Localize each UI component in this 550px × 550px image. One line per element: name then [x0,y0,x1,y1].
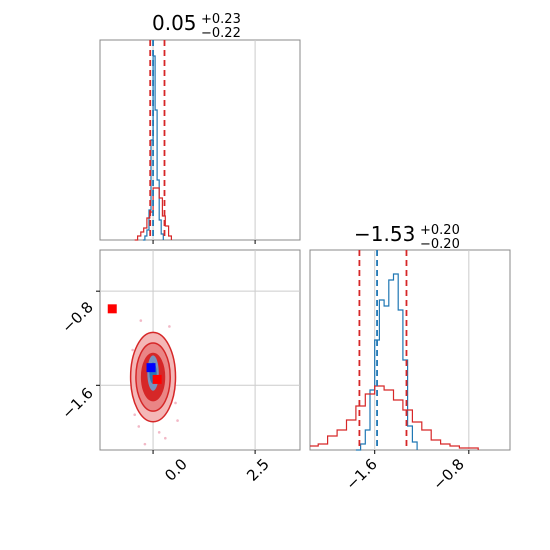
p1-x-tick-labels: 0.0 2.5 [161,455,273,485]
scatter-point-4 [174,401,177,405]
scatter-point-7 [133,413,136,417]
scatter-point-0 [137,425,141,428]
title-p1-lower: −0.22 [201,26,241,41]
tick-label-p2x-1: −0.8 [429,455,467,493]
hist-p2-blue-line [355,273,418,451]
tick-label-p1-1: 2.5 [243,455,273,485]
panel-hist-p1 [99,39,301,244]
panel-2d-frame [99,249,301,451]
marker-blue-1 [146,363,156,373]
title-p2-lower: −0.20 [420,237,460,252]
hist-p2-frame [309,249,511,451]
panel-2d [96,249,301,454]
hist-p2-red-line [310,385,479,450]
scatter-point-6 [157,431,161,434]
p2-y-tick-labels: −1.6 −0.8 [58,298,96,422]
scatter-point-5 [139,319,143,322]
title-p1-upper: +0.23 [201,12,241,27]
scatter-point-3 [168,325,171,328]
p2-x-tick-labels: −1.6 −0.8 [342,455,467,493]
title-p2: −1.53 [354,222,415,246]
tick-label-p2y-0: −1.6 [58,384,96,422]
scatter-point-10 [176,419,179,422]
title-p2-upper: +0.20 [420,223,460,238]
hist-p1-frame [99,39,301,241]
scatter-point-1 [164,436,167,440]
scatter-point-2 [131,348,134,352]
marker-red-2 [152,374,162,384]
title-p1-median: 0.05 [152,11,197,35]
title-p2-median: −1.53 [354,222,415,246]
scatter-point-9 [143,442,147,446]
tick-label-p2x-0: −1.6 [342,455,380,493]
tick-label-p2y-1: −0.8 [58,298,96,336]
title-p1: 0.05 [152,11,197,35]
tick-label-p1-0: 0.0 [161,455,191,485]
panel-hist-p2 [309,249,511,454]
marker-red-0 [107,304,117,314]
